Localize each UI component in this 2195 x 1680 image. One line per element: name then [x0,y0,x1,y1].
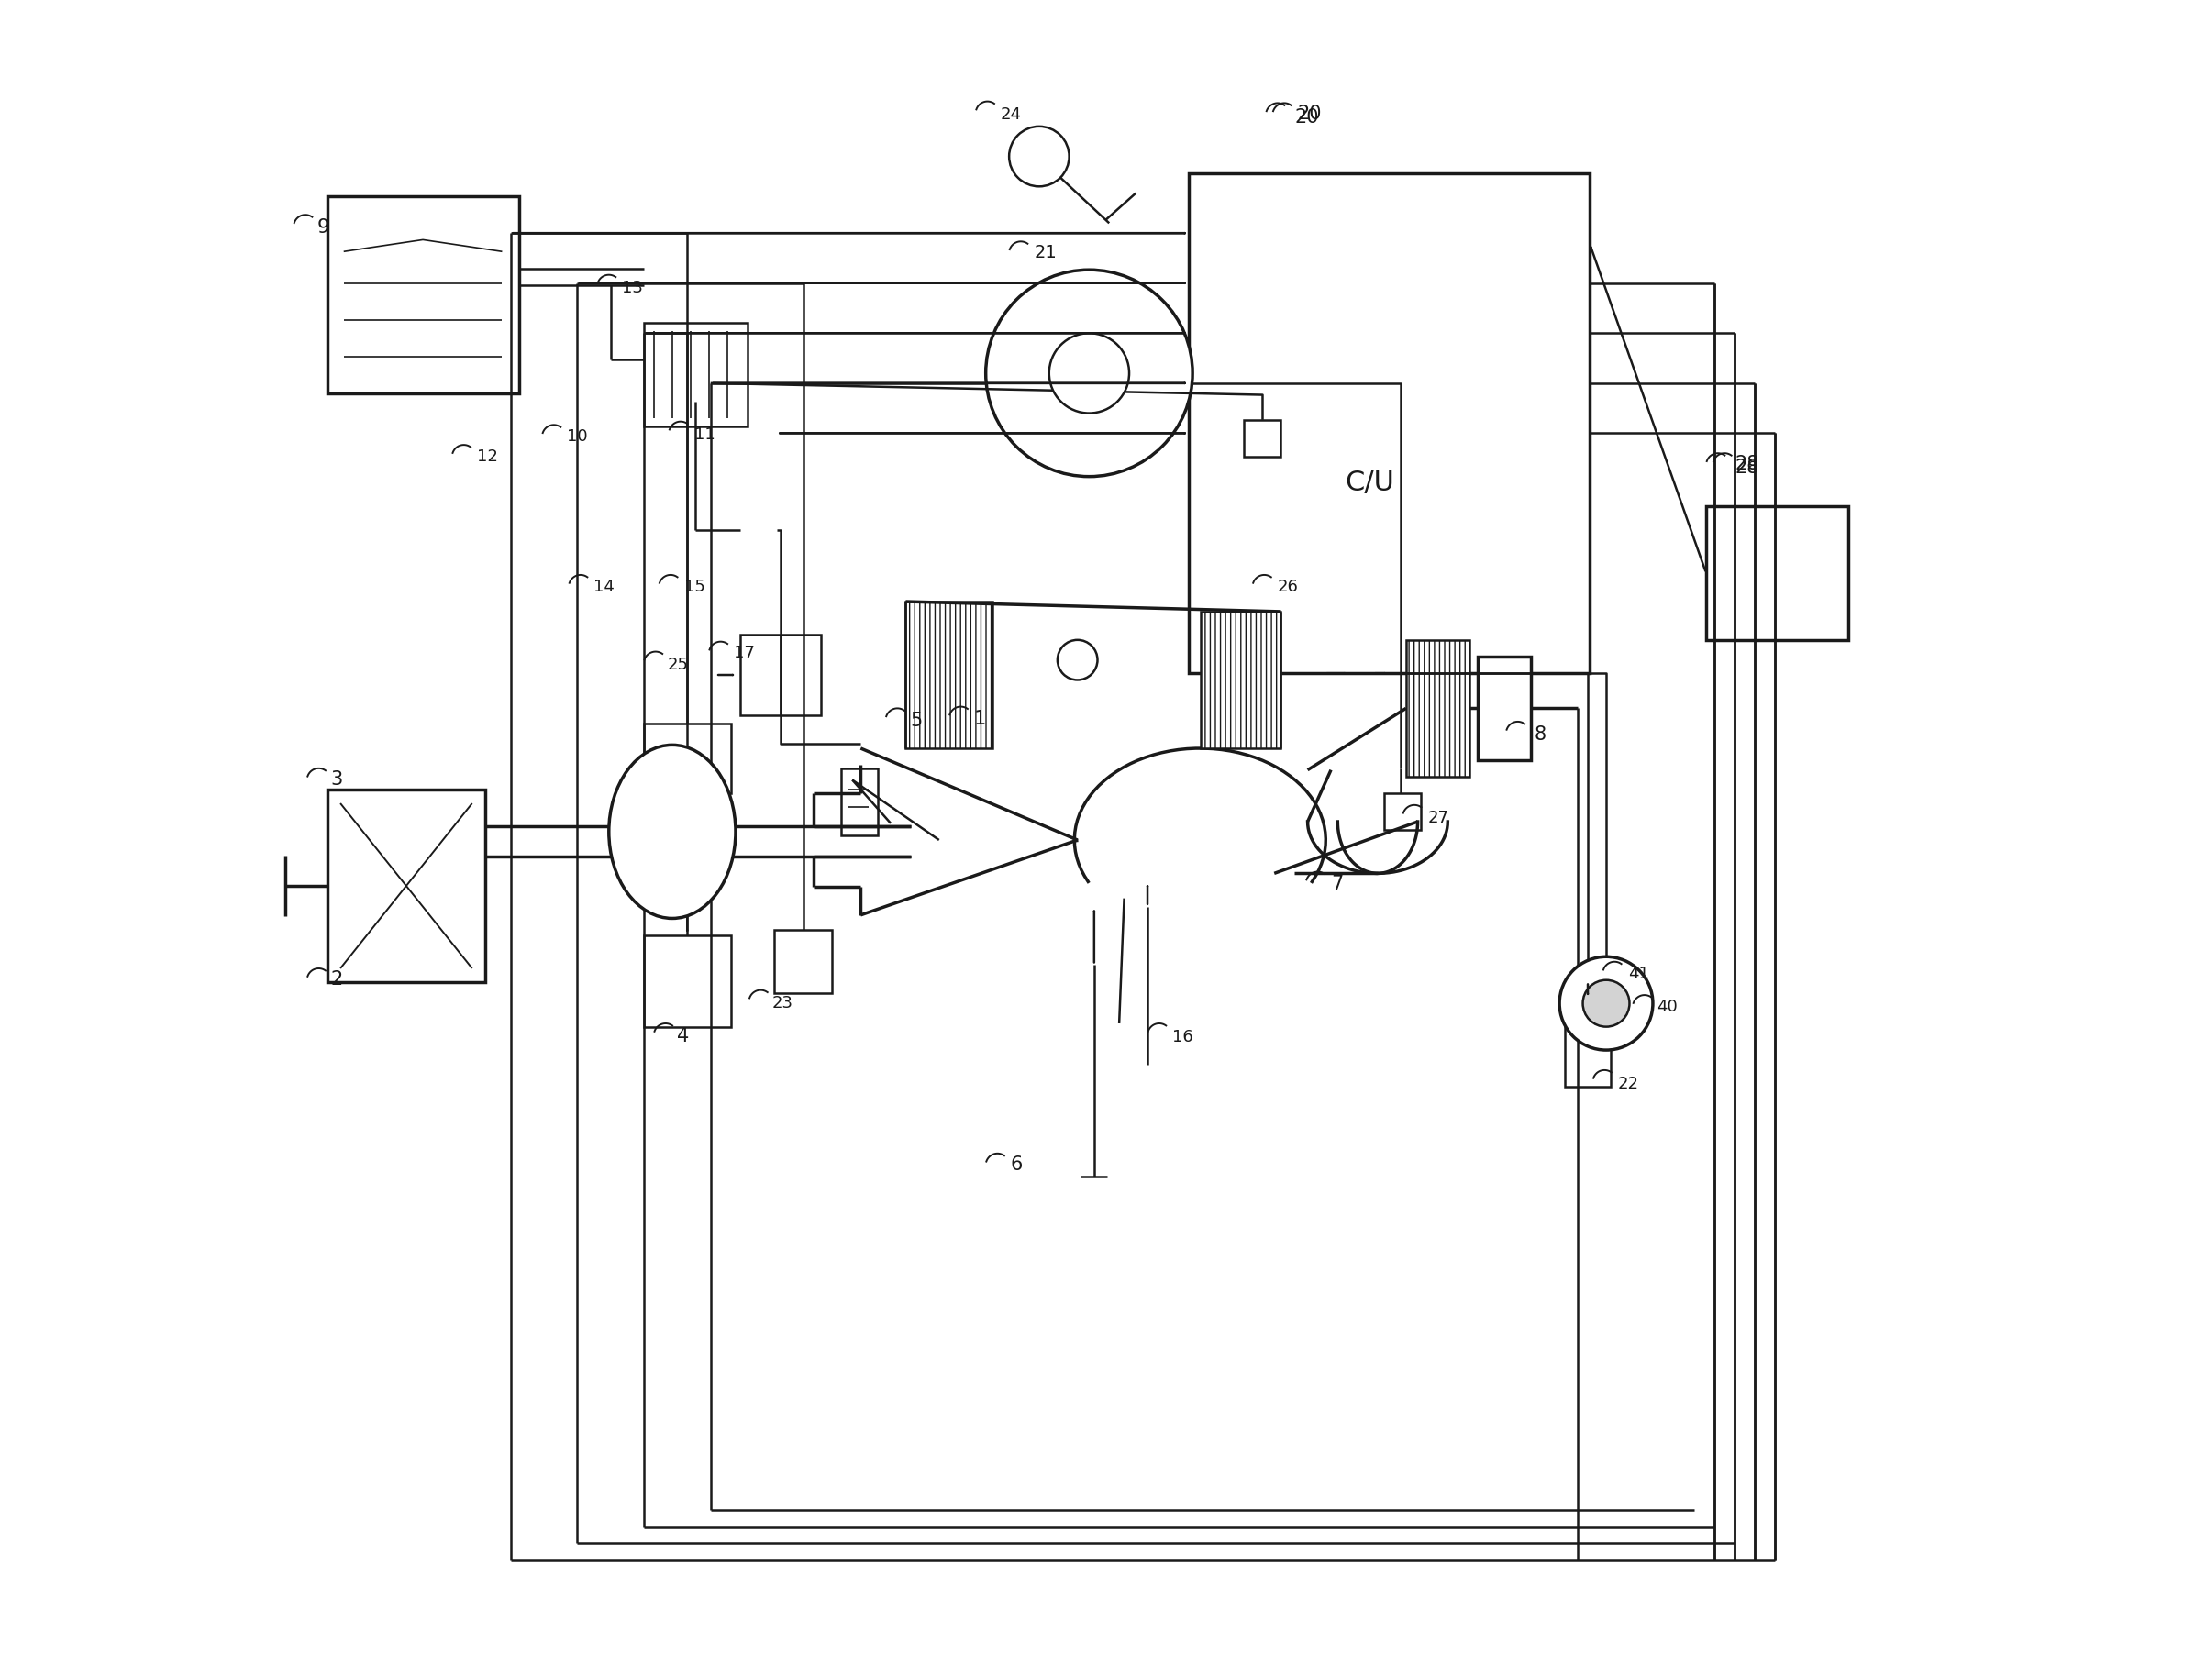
Text: 40: 40 [1657,998,1677,1015]
Bar [643,724,731,793]
Bar [1407,640,1468,776]
Bar [907,601,992,748]
Text: 41: 41 [1629,966,1648,981]
Text: 9: 9 [316,218,329,237]
Bar [1385,793,1420,830]
Bar [1190,173,1589,674]
Ellipse shape [608,744,735,919]
Text: 16: 16 [1172,1028,1194,1045]
Bar [643,936,731,1026]
Text: 8: 8 [1534,726,1547,743]
Bar [1201,612,1282,748]
Text: 14: 14 [595,578,615,595]
Circle shape [1583,979,1629,1026]
Text: 13: 13 [621,281,643,296]
Text: 25: 25 [667,657,689,674]
Bar [1706,507,1848,640]
Text: 20: 20 [1297,104,1321,123]
Circle shape [1049,333,1128,413]
Circle shape [986,270,1192,477]
Circle shape [1010,126,1069,186]
Text: 28: 28 [1734,459,1758,477]
Bar [1245,420,1282,457]
Text: 28: 28 [1734,455,1758,474]
Bar [841,768,878,835]
Circle shape [1558,956,1653,1050]
Text: 4: 4 [678,1026,689,1045]
Text: 11: 11 [694,427,716,444]
Text: 3: 3 [331,769,342,788]
Bar [740,635,821,716]
Text: 1: 1 [975,711,986,729]
Text: 26: 26 [1277,578,1299,595]
Text: 24: 24 [1001,106,1023,123]
Circle shape [1058,640,1098,680]
Text: 27: 27 [1427,810,1449,827]
Text: 22: 22 [1618,1075,1640,1092]
Text: 7: 7 [1330,875,1343,894]
Bar [1477,657,1532,759]
Text: 21: 21 [1034,244,1056,262]
Text: 15: 15 [685,578,705,595]
Text: 17: 17 [733,645,755,662]
Text: C/U: C/U [1346,470,1394,497]
Bar [1565,1023,1611,1087]
Bar [643,323,746,427]
Text: 5: 5 [911,712,922,731]
Text: 10: 10 [566,428,588,445]
Bar [327,197,518,393]
Bar [775,931,832,993]
Text: 2: 2 [331,969,342,988]
Text: 12: 12 [476,449,498,465]
Text: 20: 20 [1295,108,1319,126]
Bar [327,790,485,981]
Text: 6: 6 [1010,1156,1023,1173]
Text: 23: 23 [773,995,792,1011]
